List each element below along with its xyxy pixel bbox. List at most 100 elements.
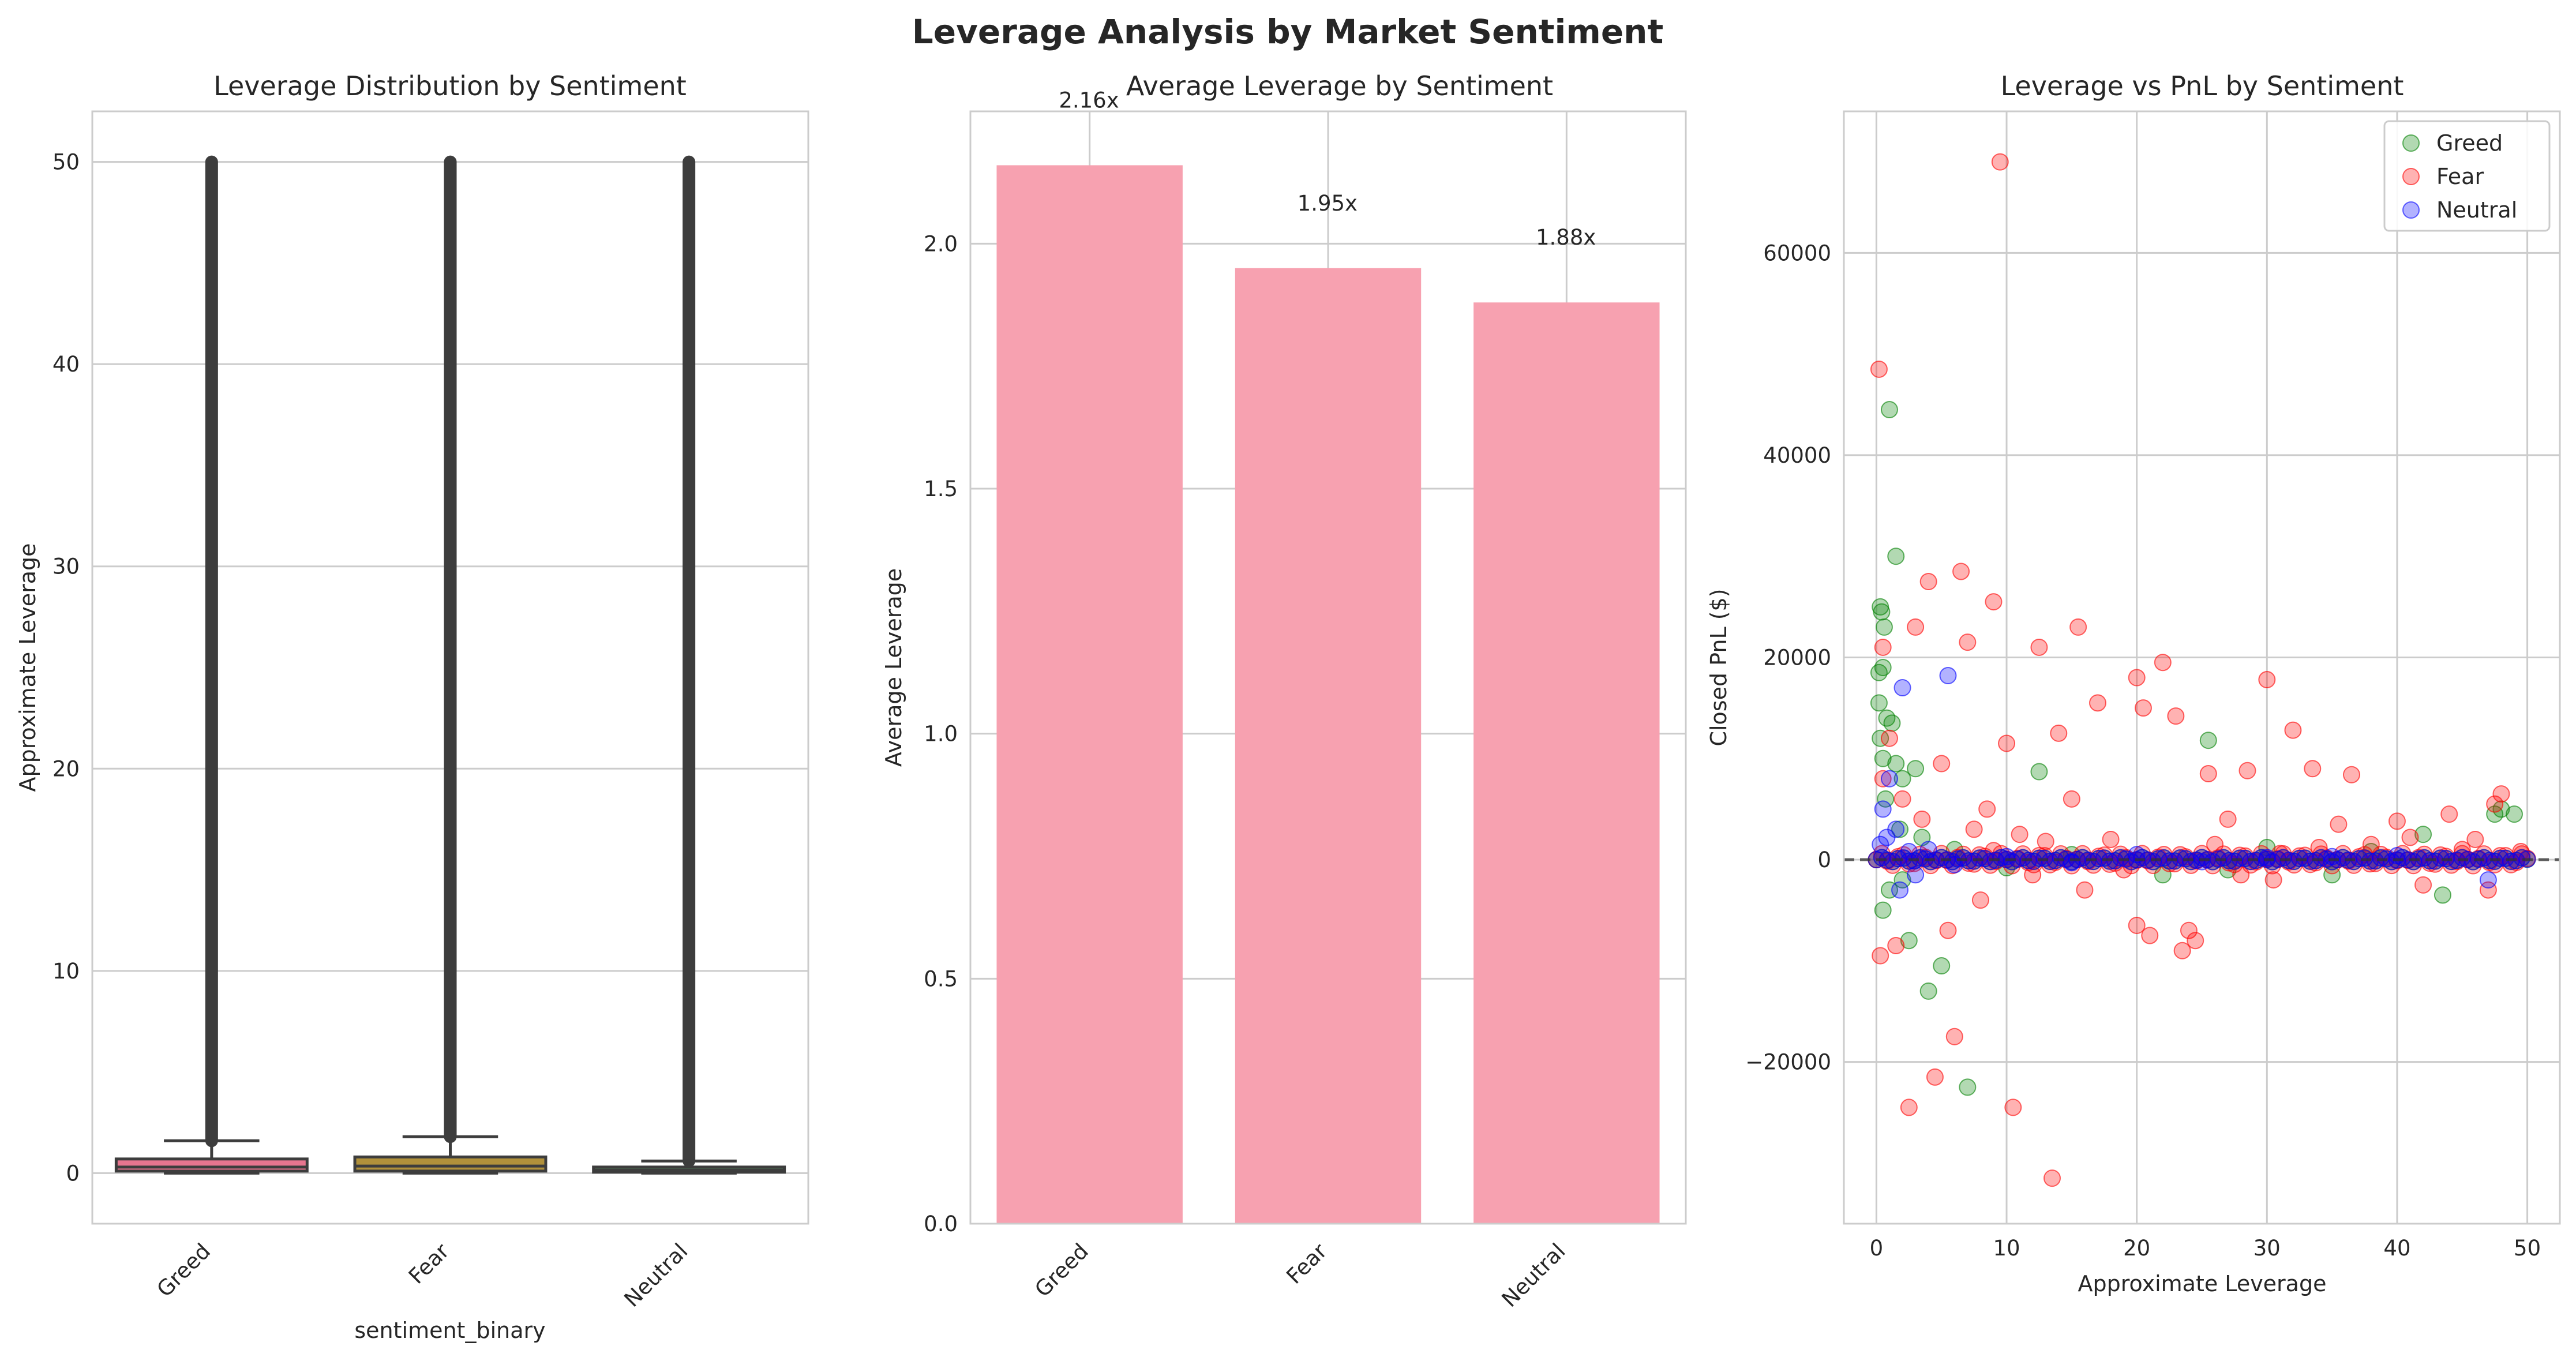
scatter-point-fear <box>2141 927 2159 944</box>
panel1-boxes <box>114 155 786 1175</box>
panel3-y-tick-label: 40000 <box>1763 443 1831 468</box>
scatter-point-fear <box>2128 916 2146 934</box>
scatter-point-fear <box>2342 766 2360 783</box>
scatter-point-greed <box>2506 805 2523 823</box>
bar-data-label: 1.95x <box>1298 191 1358 216</box>
panel2-y-tick-label: 0.5 <box>924 966 958 991</box>
panel3-frame <box>1843 110 2561 1225</box>
bar-data-label: 2.16x <box>1059 88 1119 113</box>
scatter-point-fear <box>1926 1068 1944 1086</box>
scatter-point-fear <box>1985 593 2003 611</box>
scatter-point-neutral <box>2258 849 2276 867</box>
scatter-point-fear <box>1872 947 1889 965</box>
scatter-point-greed <box>1887 548 1905 565</box>
scatter-point-greed <box>1887 755 1905 773</box>
panel3-x-tick-label: 10 <box>1993 1236 2020 1261</box>
panel3-y-tick-label: 20000 <box>1763 645 1831 670</box>
scatter-point-greed <box>2030 763 2048 781</box>
legend-marker-neutral <box>2402 201 2420 219</box>
scatter-point-fear <box>2088 694 2106 712</box>
scatter-point-neutral <box>1872 835 1889 853</box>
scatter-point-greed <box>1891 820 1909 838</box>
scatter-point-fear <box>1893 790 1911 808</box>
scatter-point-neutral <box>1891 881 1909 899</box>
panel2-y-tick-labels: 0.0 0.5 1.0 1.5 2.0 <box>924 231 958 1236</box>
panel1-y-tick-label: 0 <box>66 1161 80 1186</box>
panel1-y-tick-label: 50 <box>53 150 80 175</box>
scatter-point-fear <box>2479 881 2497 899</box>
scatter-point-greed <box>1919 982 1937 1000</box>
scatter-point-fear <box>2102 830 2120 848</box>
legend-label-fear: Fear <box>2436 164 2484 189</box>
scatter-point-fear <box>1880 729 1898 747</box>
scatter-point-greed <box>2433 886 2451 904</box>
legend-marker-fear <box>2402 168 2420 185</box>
scatter-point-greed <box>2323 866 2341 884</box>
panel2-data-labels: 2.16x 1.95x 1.88x <box>1059 88 1596 250</box>
panel2-y-tick-label: 0.0 <box>924 1212 958 1236</box>
scatter-point-greed <box>1878 709 1896 727</box>
scatter-point-greed <box>1872 729 1889 747</box>
panel1-x-tick-label: Fear <box>404 1238 454 1288</box>
scatter-point-neutral <box>1874 800 1892 818</box>
bar <box>996 165 1183 1224</box>
scatter-point-fear <box>1919 573 1937 591</box>
scatter-point-neutral <box>1900 842 1918 860</box>
scatter-point-fear <box>1945 1028 1963 1045</box>
scatter-point-fear <box>2180 921 2198 939</box>
scatter-point-fear <box>2304 760 2322 778</box>
panel2-y-tick-label: 1.5 <box>924 477 958 501</box>
scatter-point-greed <box>1877 790 1895 808</box>
scatter-point-fear <box>2258 671 2276 689</box>
panel1-y-tick-label: 30 <box>53 554 80 579</box>
scatter-point-greed <box>1873 603 1891 621</box>
scatter-point-fear <box>2414 876 2432 894</box>
scatter-point-fear <box>1965 820 1983 838</box>
panel-bar-chart: Average Leverage by Sentiment 0.0 0.5 1.0 1… <box>881 70 1687 1312</box>
scatter-point-fear <box>2187 932 2204 950</box>
figure-title: Leverage Analysis by Market Sentiment <box>912 12 1663 51</box>
scatter-point-greed <box>1870 694 1888 712</box>
scatter-point-greed <box>1883 714 1901 732</box>
legend-label-neutral: Neutral <box>2436 197 2517 223</box>
panel2-bars <box>996 165 1660 1224</box>
scatter-point-fear <box>2466 830 2484 848</box>
panel2-y-tick-label: 2.0 <box>924 231 958 256</box>
scatter-point-fear <box>2492 785 2510 803</box>
scatter-point-greed <box>1900 932 1918 950</box>
scatter-point-fear <box>2037 833 2054 850</box>
scatter-point-fear <box>1913 810 1931 828</box>
bar <box>1473 302 1660 1224</box>
panel1-y-tick-label: 20 <box>53 756 80 781</box>
scatter-point-fear <box>2128 669 2146 687</box>
panel1-x-axis-label: sentiment_binary <box>354 1318 545 1343</box>
panel3-x-axis-label: Approximate Leverage <box>2078 1271 2327 1296</box>
scatter-point-greed <box>1933 957 1951 975</box>
panel2-y-axis-label: Average Leverage <box>881 568 906 767</box>
scatter-point-neutral <box>1880 770 1898 788</box>
panel2-frame <box>969 110 1687 1225</box>
panel3-title: Leverage vs PnL by Sentiment <box>2001 70 2404 102</box>
scatter-point-fear <box>2401 828 2419 846</box>
panel2-x-tick-labels: Greed Fear Neutral <box>1030 1238 1570 1312</box>
scatter-point-fear <box>2219 810 2237 828</box>
panel3-y-tick-labels: −20000 0 20000 40000 60000 <box>1745 241 1831 1074</box>
scatter-point-fear <box>1874 770 1892 788</box>
panel2-x-tick-label: Greed <box>1030 1239 1093 1302</box>
panel1-y-tick-label: 10 <box>53 959 80 984</box>
scatter-point-fear <box>1933 755 1951 773</box>
legend-box <box>2383 120 2551 232</box>
scatter-point-fear <box>2069 618 2087 636</box>
scatter-point-fear <box>2238 762 2256 779</box>
scatter-point-fear <box>2134 699 2152 717</box>
scatter-point-neutral <box>2388 847 2406 865</box>
scatter-point-fear <box>2154 654 2172 672</box>
panel3-x-tick-label: 40 <box>2383 1236 2410 1261</box>
panel3-legend: Greed Fear Neutral <box>2383 120 2551 232</box>
scatter-point-fear <box>1939 921 1957 939</box>
scatter-point-fear <box>1874 638 1892 656</box>
scatter-point-fear <box>2063 790 2080 808</box>
panel3-x-tick-label: 30 <box>2253 1236 2281 1261</box>
scatter-point-neutral <box>2479 871 2497 889</box>
